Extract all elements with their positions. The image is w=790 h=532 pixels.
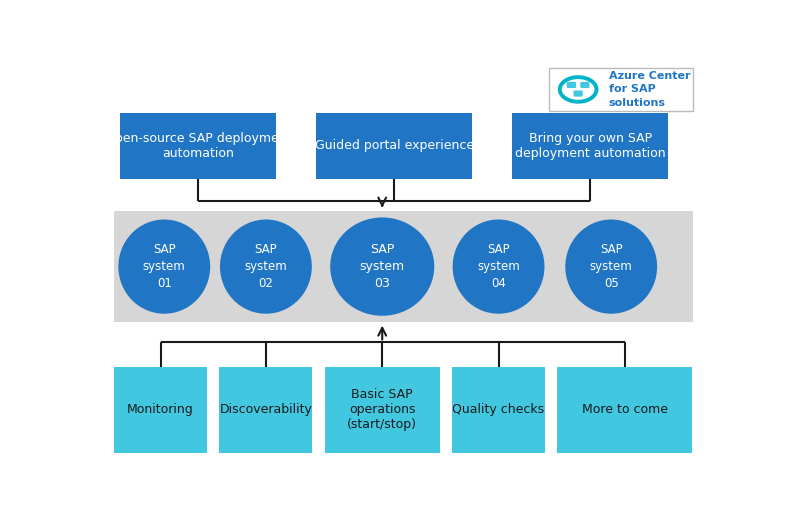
FancyBboxPatch shape xyxy=(557,367,692,453)
Text: SAP
system
01: SAP system 01 xyxy=(143,243,186,290)
Text: Bring your own SAP
deployment automation: Bring your own SAP deployment automation xyxy=(515,132,665,160)
FancyBboxPatch shape xyxy=(512,113,668,179)
Text: Basic SAP
operations
(start/stop): Basic SAP operations (start/stop) xyxy=(348,388,417,431)
Text: Open-source SAP deployment
automation: Open-source SAP deployment automation xyxy=(105,132,292,160)
Text: SAP
system
03: SAP system 03 xyxy=(359,243,404,290)
Text: Guided portal experience: Guided portal experience xyxy=(314,139,474,152)
Ellipse shape xyxy=(566,220,657,314)
FancyBboxPatch shape xyxy=(120,113,276,179)
FancyBboxPatch shape xyxy=(566,82,576,88)
Ellipse shape xyxy=(453,220,544,314)
Text: SAP
system
04: SAP system 04 xyxy=(477,243,520,290)
Text: Azure Center
for SAP
solutions: Azure Center for SAP solutions xyxy=(609,71,690,107)
Text: Monitoring: Monitoring xyxy=(127,403,194,417)
Ellipse shape xyxy=(118,220,210,314)
FancyBboxPatch shape xyxy=(316,113,472,179)
FancyBboxPatch shape xyxy=(452,367,545,453)
Text: SAP
system
02: SAP system 02 xyxy=(245,243,288,290)
Text: More to come: More to come xyxy=(581,403,668,417)
FancyBboxPatch shape xyxy=(325,367,440,453)
FancyBboxPatch shape xyxy=(581,82,589,88)
FancyBboxPatch shape xyxy=(549,68,693,111)
FancyBboxPatch shape xyxy=(114,211,693,322)
Ellipse shape xyxy=(220,220,312,314)
FancyBboxPatch shape xyxy=(574,90,583,97)
FancyBboxPatch shape xyxy=(114,367,207,453)
Text: SAP
system
05: SAP system 05 xyxy=(590,243,633,290)
Text: Quality checks: Quality checks xyxy=(453,403,544,417)
Ellipse shape xyxy=(330,218,434,316)
FancyBboxPatch shape xyxy=(220,367,312,453)
Text: Discoverability: Discoverability xyxy=(220,403,312,417)
